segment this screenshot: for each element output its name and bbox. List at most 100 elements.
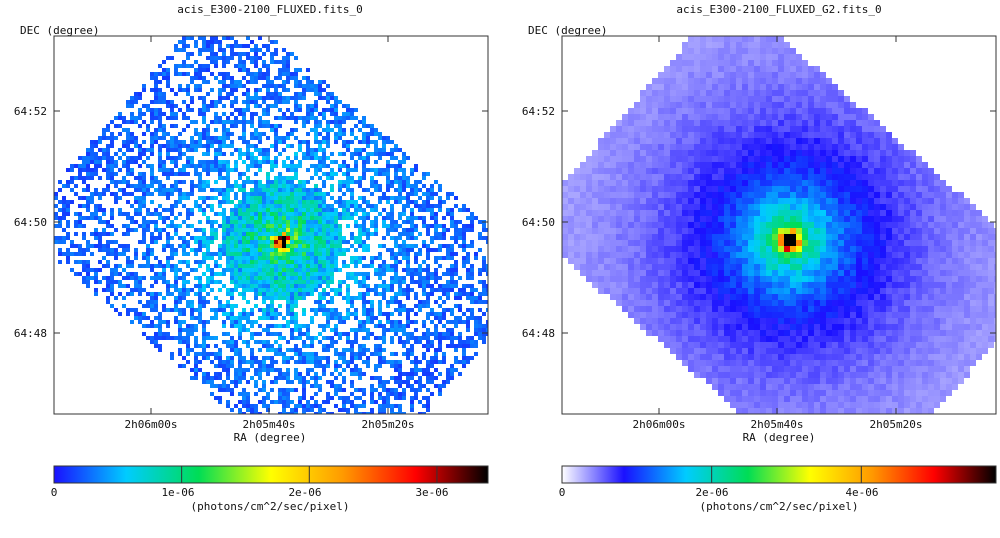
image-pixel [238,200,242,204]
image-pixel [258,72,262,76]
image-pixel [282,188,286,192]
image-pixel [394,172,398,176]
image-pixel [230,408,234,412]
image-pixel [242,232,246,236]
image-pixel [250,60,254,64]
image-pixel [760,90,766,96]
image-pixel [250,276,254,280]
image-pixel [290,224,294,228]
image-pixel [422,368,426,372]
image-pixel [458,316,462,320]
image-pixel [130,228,134,232]
image-pixel [206,160,210,164]
image-pixel [102,212,106,216]
image-pixel [760,108,766,114]
image-pixel [694,48,700,54]
image-pixel [178,224,182,228]
image-pixel [258,104,262,108]
image-pixel [174,164,178,168]
image-pixel [330,316,334,320]
image-pixel [98,140,102,144]
image-pixel [430,356,434,360]
image-pixel [282,296,286,300]
image-pixel [194,236,198,240]
image-pixel [82,204,86,208]
image-pixel [314,236,318,240]
image-pixel [802,60,808,66]
image-pixel [426,228,430,232]
image-pixel [426,196,430,200]
image-pixel [802,126,808,132]
image-pixel [322,204,326,208]
image-pixel [106,224,110,228]
image-pixel [250,268,254,272]
image-pixel [230,264,234,268]
image-pixel [162,220,166,224]
image-pixel [250,192,254,196]
image-pixel [482,300,486,304]
image-pixel [178,260,182,264]
image-pixel [646,90,652,96]
image-pixel [338,268,342,272]
image-pixel [70,240,74,244]
image-pixel [382,260,386,264]
image-pixel [198,308,202,312]
image-pixel [246,248,250,252]
image-pixel [210,72,214,76]
image-pixel [338,196,342,200]
image-pixel [330,120,334,124]
image-pixel [366,168,370,172]
image-pixel [66,256,70,260]
image-pixel [150,116,154,120]
image-pixel [178,40,182,44]
image-pixel [254,380,258,384]
image-pixel [386,288,390,292]
image-pixel [82,180,86,184]
image-pixel [330,196,334,200]
image-pixel [138,96,142,100]
image-pixel [158,312,162,316]
image-pixel [214,356,218,360]
image-pixel [410,360,414,364]
image-pixel [262,212,266,216]
image-pixel [676,78,682,84]
image-pixel [238,272,242,276]
image-pixel [310,244,314,248]
image-pixel [158,156,162,160]
image-pixel [158,124,162,128]
image-pixel [688,84,694,90]
image-pixel [778,138,784,144]
image-pixel [198,52,202,56]
image-pixel [350,344,354,348]
image-pixel [322,140,326,144]
image-pixel [182,356,186,360]
image-pixel [730,66,736,72]
image-pixel [322,224,326,228]
image-pixel [426,276,430,280]
image-pixel [218,100,222,104]
image-pixel [426,280,430,284]
image-pixel [414,356,418,360]
image-pixel [122,248,126,252]
image-pixel [718,84,724,90]
image-pixel [142,224,146,228]
image-pixel [246,104,250,108]
image-pixel [238,256,242,260]
image-pixel [700,36,706,42]
image-pixel [760,48,766,54]
image-pixel [106,152,110,156]
image-pixel [86,160,90,164]
image-pixel [378,408,382,412]
image-pixel [166,324,170,328]
image-pixel [146,124,150,128]
image-pixel [230,276,234,280]
image-pixel [274,212,278,216]
image-pixel [378,268,382,272]
image-pixel [322,324,326,328]
image-pixel [688,126,694,132]
image-pixel [350,204,354,208]
image-pixel [754,96,760,102]
image-pixel [246,108,250,112]
image-pixel [162,216,166,220]
image-pixel [314,268,318,272]
